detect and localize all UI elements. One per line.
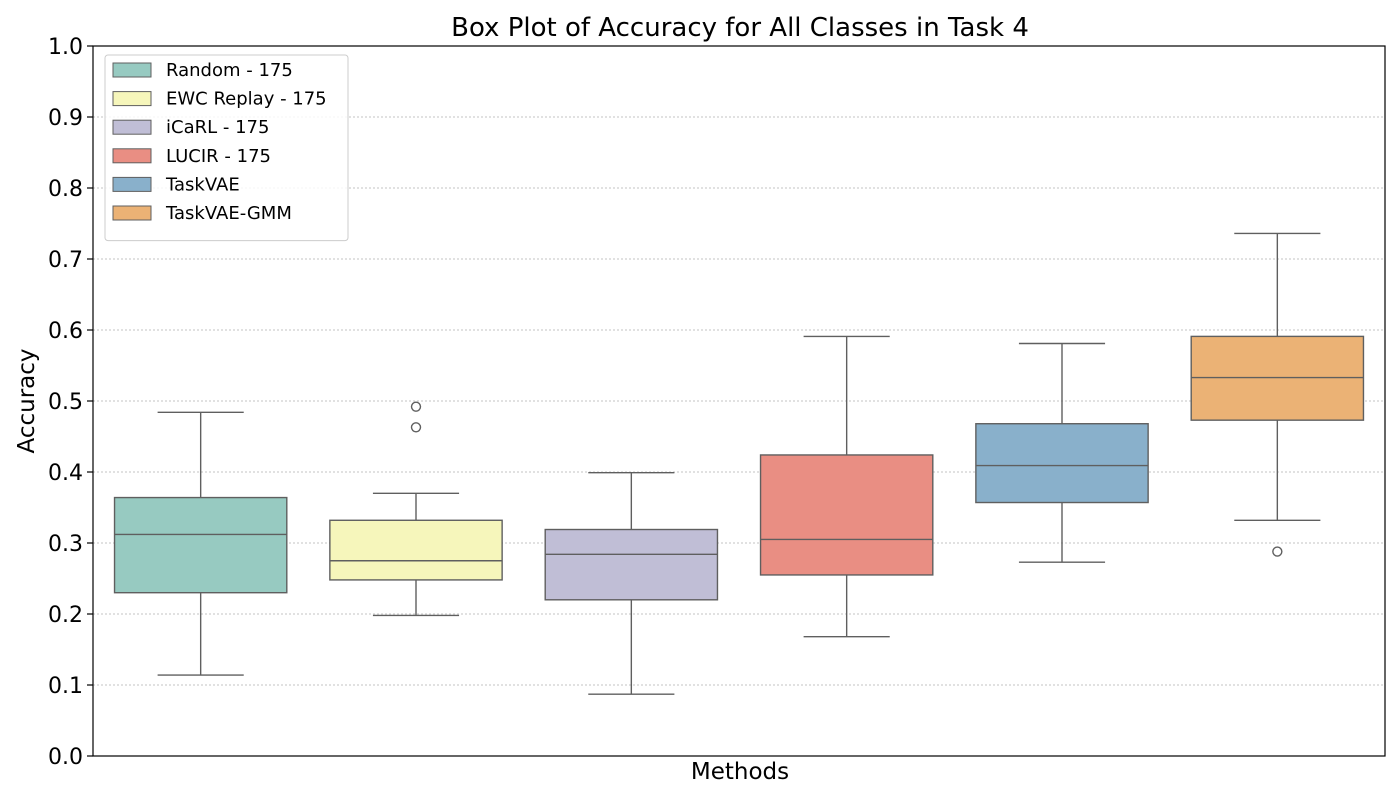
box-body	[975, 423, 1149, 504]
grid-lines	[93, 116, 1385, 686]
legend-label: iCaRL - 175	[166, 117, 269, 138]
y-tick-label: 1.0	[48, 35, 83, 60]
legend-swatch	[112, 119, 152, 135]
legend-swatch	[112, 91, 152, 107]
x-axis-label: Methods	[691, 759, 789, 785]
y-tick-label: 0.7	[48, 248, 83, 273]
y-tick-label: 0.5	[48, 390, 83, 415]
legend-label: TaskVAE-GMM	[165, 203, 292, 224]
box-3	[544, 472, 719, 695]
y-tick-label: 0.4	[48, 461, 83, 486]
outlier-point	[1272, 546, 1283, 557]
legend-item: TaskVAE	[112, 174, 240, 195]
legend-frame	[104, 54, 349, 242]
box-body	[113, 496, 288, 594]
legend-item: iCaRL - 175	[112, 117, 269, 138]
legend-swatch	[112, 148, 152, 164]
box-6	[1190, 232, 1365, 557]
y-tick-label: 0.2	[48, 603, 83, 628]
y-tick-label: 0.6	[48, 319, 83, 344]
outlier-point	[410, 422, 422, 433]
box-1	[113, 411, 288, 676]
y-tick-label: 0.3	[48, 532, 83, 557]
y-axis-label: Accuracy	[14, 348, 40, 453]
legend-swatch	[112, 205, 152, 221]
y-tick-label: 0.8	[48, 177, 83, 202]
box-body	[1190, 335, 1365, 421]
legend: Random - 175 EWC Replay - 175 iCaRL - 175 L…	[104, 54, 349, 242]
legend-swatch	[112, 176, 152, 192]
legend-item: TaskVAE-GMM	[112, 203, 292, 224]
box-body	[759, 454, 934, 576]
box-2	[329, 401, 503, 617]
y-tick-label: 0.0	[48, 745, 83, 770]
y-tick-label: 0.9	[48, 106, 83, 131]
box-body	[544, 528, 719, 601]
box-series	[113, 232, 1365, 695]
legend-label: Random - 175	[166, 60, 293, 81]
y-axis-ticks: 0.0 0.1 0.2 0.3 0.4 0.5 0.6 0.7 0.8 0.9 1.0	[48, 35, 93, 770]
legend-item: LUCIR - 175	[112, 146, 271, 167]
y-tick-label: 0.1	[48, 674, 83, 699]
legend-label: EWC Replay - 175	[166, 89, 327, 110]
chart-title: Box Plot of Accuracy for All Classes in …	[451, 13, 1029, 43]
legend-label: TaskVAE	[165, 174, 240, 195]
box-5	[975, 342, 1149, 563]
legend-label: LUCIR - 175	[166, 146, 271, 167]
legend-swatch	[112, 62, 152, 78]
legend-item: EWC Replay - 175	[112, 89, 327, 110]
box-4	[759, 335, 934, 638]
box-body	[329, 519, 503, 581]
legend-item: Random - 175	[112, 60, 293, 81]
outlier-point	[410, 401, 422, 412]
